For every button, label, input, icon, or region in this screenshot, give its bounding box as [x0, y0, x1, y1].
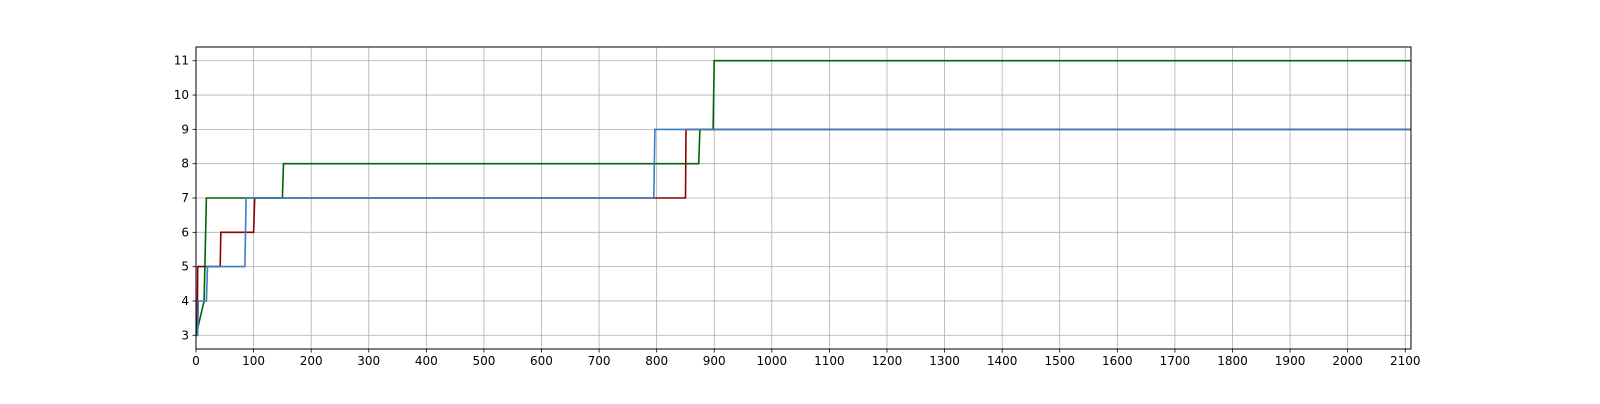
y-tick-label: 9 — [181, 122, 189, 136]
y-axis: 3 4 5 6 7 8 9 10 11 — [174, 54, 196, 342]
x-tick-label: 0 — [192, 354, 200, 368]
series-line-3 — [196, 128, 1411, 337]
x-tick-label: 1800 — [1217, 354, 1248, 368]
series-line-1 — [196, 128, 1411, 337]
series-line-2 — [195, 59, 1411, 336]
x-axis: 0 100 200 300 400 500 600 700 800 900 1000 1100 1200… — [192, 349, 1421, 368]
series-layer — [195, 59, 1411, 337]
x-tick-label: 600 — [530, 354, 553, 368]
x-tick-label: 1200 — [872, 354, 903, 368]
x-tick-label: 2000 — [1332, 354, 1363, 368]
x-tick-label: 1100 — [814, 354, 845, 368]
x-tick-label: 1500 — [1044, 354, 1075, 368]
x-tick-label: 200 — [300, 354, 323, 368]
y-tick-label: 6 — [181, 225, 189, 239]
y-tick-label: 4 — [181, 294, 189, 308]
x-tick-label: 300 — [357, 354, 380, 368]
x-tick-label: 1000 — [757, 354, 788, 368]
x-tick-label: 1400 — [987, 354, 1018, 368]
x-tick-label: 400 — [415, 354, 438, 368]
x-tick-label: 1600 — [1102, 354, 1133, 368]
x-tick-label: 100 — [242, 354, 265, 368]
x-tick-label: 800 — [645, 354, 668, 368]
y-tick-label: 5 — [181, 260, 189, 274]
x-tick-label: 2100 — [1390, 354, 1421, 368]
y-tick-label: 3 — [181, 328, 189, 342]
x-tick-label: 900 — [703, 354, 726, 368]
x-tick-label: 1700 — [1160, 354, 1191, 368]
y-tick-label: 10 — [174, 88, 189, 102]
x-tick-label: 1900 — [1275, 354, 1306, 368]
x-tick-label: 700 — [588, 354, 611, 368]
y-tick-label: 8 — [181, 157, 189, 171]
y-tick-label: 7 — [181, 191, 189, 205]
y-tick-label: 11 — [174, 54, 189, 68]
x-tick-label: 1300 — [929, 354, 960, 368]
x-tick-label: 500 — [472, 354, 495, 368]
